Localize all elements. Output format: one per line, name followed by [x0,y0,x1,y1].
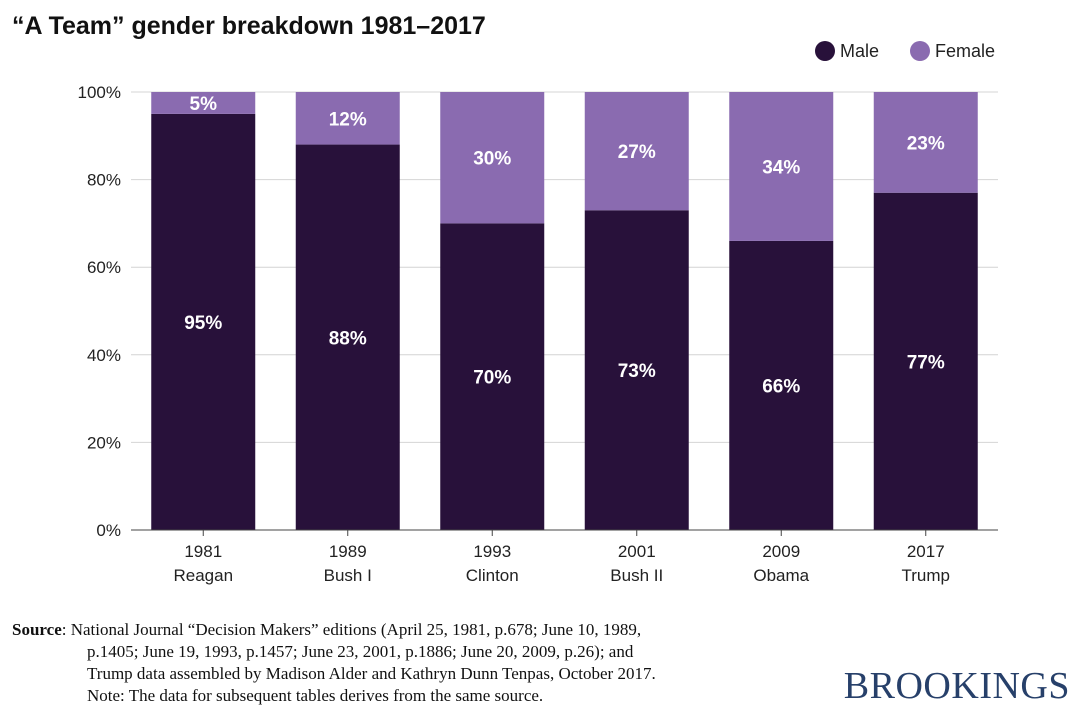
legend-label-female: Female [935,41,995,61]
y-tick-label-0: 0% [96,521,121,540]
bar-female-1989 [295,92,400,145]
x-tick-label-year-1989: 1989 [329,542,367,561]
stacked-bar-chart: 95% 5% 88% 12% 70% 30% 73% 27% 66% 34% 77% 23% 0% 20… [78,41,998,585]
x-tick-label-name-2009: Obama [753,566,809,585]
bar-label-female-1993: 30% [473,149,511,170]
x-tick-label-name-2017: Trump [902,566,951,585]
bar-female-1993 [440,92,545,224]
bar-female-1981 [151,92,256,114]
bar-label-female-1981: 5% [190,94,218,115]
x-tick-label-name-2001: Bush II [610,566,663,585]
bar-male-1993 [440,223,545,530]
bars: 95% 5% 88% 12% 70% 30% 73% 27% 66% 34% 77% 23% [151,92,978,531]
source-label: Source [12,620,62,639]
source-note: Source: National Journal “Decision Maker… [12,619,812,707]
bar-male-1989 [295,144,400,530]
bar-male-2017 [873,192,978,531]
bar-label-male-2009: 66% [762,376,800,397]
bar-label-male-1989: 88% [329,328,367,349]
bar-label-female-2017: 23% [907,133,945,154]
legend-label-male: Male [840,41,879,61]
source-line-3: Trump data assembled by Madison Alder an… [87,664,656,683]
bar-label-female-2001: 27% [618,142,656,163]
x-tick-label-year-2009: 2009 [762,542,800,561]
legend: Male Female [815,41,995,61]
legend-swatch-male [815,41,835,61]
y-tick-label-80: 80% [87,171,121,190]
bar-label-male-1981: 95% [184,313,222,334]
y-tick-label-40: 40% [87,346,121,365]
source-text-1: : National Journal “Decision Makers” edi… [61,620,642,639]
y-tick-label-60: 60% [87,258,121,277]
x-tick-label-year-1993: 1993 [473,542,511,561]
bar-female-2009 [729,92,834,241]
bar-label-male-2001: 73% [618,361,656,382]
x-tick-label-name-1989: Bush I [324,566,372,585]
bar-female-2017 [873,92,978,193]
bar-male-1981 [151,113,256,531]
bar-male-2009 [729,240,834,531]
source-line-1: Source: National Journal “Decision Maker… [12,619,812,641]
x-tick-label-name-1981: Reagan [173,566,233,585]
brookings-logo: BROOKINGS [843,665,1070,707]
bar-label-female-1989: 12% [329,109,367,130]
bar-label-male-2017: 77% [907,352,945,373]
axes: 0% 20% 40% 60% 80% 100% 1981 Reagan 1989 Bush I 19… [78,83,998,585]
bar-male-2001 [584,210,689,530]
legend-swatch-female [910,41,930,61]
y-tick-label-100: 100% [78,83,121,102]
bar-label-female-2009: 34% [762,157,800,178]
gridlines [131,91,998,443]
chart-title: “A Team” gender breakdown 1981–2017 [12,12,486,40]
x-tick-label-year-2017: 2017 [907,542,945,561]
y-tick-label-20: 20% [87,433,121,452]
source-line-4: Note: The data for subsequent tables der… [87,686,544,705]
x-tick-label-year-2001: 2001 [618,542,656,561]
x-tick-label-name-1993: Clinton [466,566,519,585]
bar-female-2001 [584,92,689,211]
x-tick-label-year-1981: 1981 [184,542,222,561]
source-line-2: p.1405; June 19, 1993, p.1457; June 23, … [87,642,634,661]
bar-label-male-1993: 70% [473,368,511,389]
